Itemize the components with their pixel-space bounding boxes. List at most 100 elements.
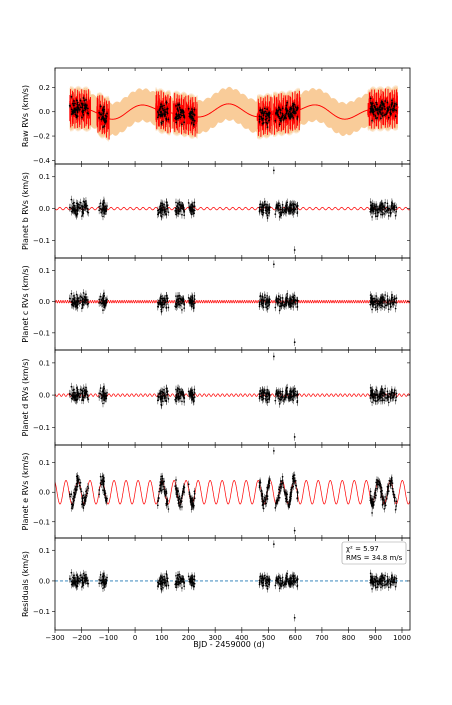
data-point — [190, 305, 193, 308]
plot-area-planet-b — [55, 166, 410, 254]
data-point — [193, 497, 196, 500]
data-point — [182, 111, 185, 114]
data-point — [193, 400, 195, 403]
data-point — [193, 212, 195, 215]
data-point — [85, 104, 88, 107]
y-tick-label: 0.0 — [39, 489, 50, 497]
data-point — [277, 209, 280, 211]
data-point — [277, 109, 280, 112]
data-point — [76, 101, 79, 104]
data-point — [102, 309, 104, 311]
data-point — [193, 492, 196, 495]
data-point — [85, 494, 88, 497]
data-point — [384, 108, 386, 110]
data-point — [73, 388, 75, 391]
data-point — [296, 116, 299, 118]
data-point — [375, 295, 377, 297]
data-point — [395, 505, 398, 507]
data-point — [105, 394, 108, 397]
data-point — [266, 295, 268, 297]
data-point — [193, 209, 196, 212]
data-point — [282, 304, 285, 307]
data-point — [192, 393, 195, 396]
data-point — [85, 577, 88, 580]
data-point — [381, 115, 384, 117]
data-point — [369, 97, 372, 100]
data-point — [79, 488, 82, 490]
data-point — [391, 391, 394, 394]
data-point — [159, 108, 161, 110]
data-point — [99, 574, 102, 576]
data-point — [190, 584, 193, 587]
data-point — [85, 490, 87, 493]
data-point — [268, 116, 271, 119]
data-point — [99, 105, 102, 108]
data-point — [279, 480, 282, 482]
data-point — [268, 482, 271, 485]
data-point — [281, 107, 284, 110]
data-point — [373, 110, 375, 113]
data-point — [167, 211, 170, 214]
data-point — [158, 490, 161, 493]
data-point — [73, 499, 75, 502]
y-axis-label-planet-c: Planet c RVs (km/s) — [21, 265, 30, 342]
data-point — [394, 496, 396, 499]
data-point — [384, 294, 386, 296]
data-point — [160, 295, 162, 298]
data-point — [392, 303, 395, 305]
data-point — [264, 110, 267, 113]
data-point — [102, 402, 104, 405]
data-point — [379, 104, 382, 107]
data-point — [165, 307, 168, 309]
outlier-point — [272, 355, 275, 358]
data-point — [288, 503, 291, 506]
data-point — [85, 99, 87, 101]
data-point — [388, 299, 391, 301]
data-point — [263, 200, 266, 203]
data-point — [372, 504, 375, 506]
data-point — [258, 395, 261, 398]
data-point — [100, 394, 103, 396]
data-point — [100, 208, 103, 210]
data-point — [278, 402, 281, 405]
data-point — [80, 576, 83, 579]
data-point — [394, 307, 397, 310]
data-point — [103, 389, 105, 391]
data-point — [296, 204, 299, 207]
data-point — [78, 104, 81, 106]
data-point — [85, 204, 88, 207]
data-point — [371, 308, 373, 311]
data-point — [386, 202, 389, 205]
data-point — [296, 299, 299, 302]
data-point — [375, 494, 377, 497]
data-point — [262, 300, 265, 303]
data-point — [183, 486, 186, 489]
data-point — [98, 493, 101, 496]
data-point — [166, 498, 168, 501]
data-point — [265, 306, 268, 309]
data-point — [86, 107, 89, 110]
data-point — [263, 496, 266, 499]
data-point — [157, 209, 159, 212]
data-point — [292, 485, 295, 488]
data-point — [374, 208, 377, 210]
data-point — [192, 117, 195, 120]
data-point — [377, 211, 380, 214]
data-point — [81, 106, 84, 109]
data-point — [165, 387, 168, 390]
data-point — [262, 117, 265, 120]
data-point — [177, 104, 180, 107]
data-point — [278, 309, 281, 312]
data-point — [193, 298, 196, 301]
data-point — [82, 494, 85, 497]
data-point — [160, 103, 162, 105]
data-point — [371, 119, 373, 122]
data-point — [183, 582, 186, 584]
data-point — [384, 502, 386, 505]
y-tick-label: 0.0 — [39, 392, 50, 400]
y-tick-label: 0.1 — [39, 459, 50, 467]
data-point — [102, 489, 104, 491]
data-point — [395, 103, 398, 106]
data-point — [69, 393, 71, 396]
